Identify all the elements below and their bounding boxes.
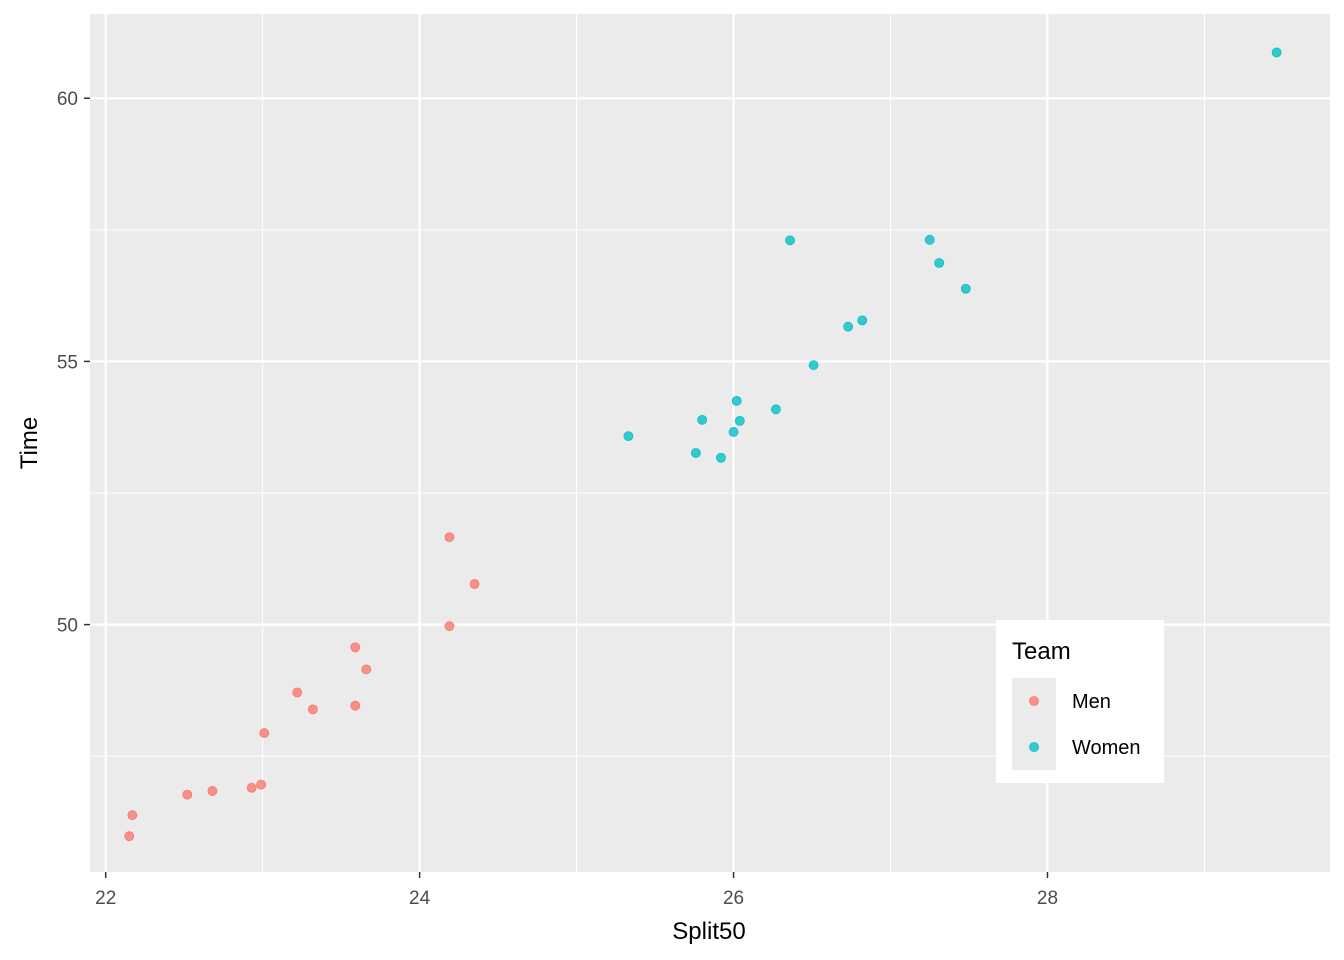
data-point-men (256, 779, 266, 790)
data-point-women (716, 452, 726, 463)
data-point-women (731, 395, 742, 406)
data-point-men (182, 789, 193, 800)
x-tick-label: 28 (1037, 888, 1058, 909)
y-tick-label: 50 (57, 616, 78, 637)
data-point-men (246, 782, 257, 793)
data-point-women (1271, 47, 1282, 58)
y-tick-label: 60 (57, 89, 78, 110)
data-point-women (857, 315, 868, 326)
legend-key-women (1029, 742, 1039, 752)
data-point-men (259, 728, 270, 738)
data-point-women (960, 283, 971, 294)
x-tick-label: 26 (723, 888, 744, 909)
data-point-men (207, 786, 218, 796)
data-point-men (361, 664, 372, 675)
x-axis-title: Split50 (672, 918, 745, 945)
data-point-women (623, 431, 634, 442)
y-tick-label: 55 (57, 352, 78, 373)
data-point-women (934, 258, 945, 268)
data-point-women (924, 234, 935, 245)
legend-key-men (1029, 696, 1039, 706)
data-point-men (307, 704, 318, 715)
data-point-men (124, 831, 135, 842)
data-point-men (444, 621, 455, 632)
data-point-men (469, 579, 480, 589)
data-points (124, 47, 1282, 842)
minor-gridlines (90, 14, 1330, 872)
data-point-women (843, 321, 854, 332)
x-tick-label: 22 (95, 888, 116, 909)
legend-title: Team (1012, 638, 1071, 665)
data-point-men (350, 700, 361, 711)
data-point-men (127, 810, 138, 821)
data-point-women (728, 427, 739, 437)
legend-label-men: Men (1072, 691, 1111, 713)
data-point-women (808, 360, 819, 370)
x-tick-label: 24 (409, 888, 431, 909)
y-axis-title: Time (16, 417, 43, 469)
data-point-women (785, 235, 795, 246)
legend: Team Men Women (996, 620, 1164, 783)
data-point-women (734, 415, 745, 426)
legend-items: Men Women (1012, 678, 1141, 770)
data-point-men (444, 532, 455, 543)
legend-label-women: Women (1072, 737, 1141, 759)
data-point-women (690, 448, 701, 458)
x-axis-ticks: 22 24 26 28 (95, 872, 1058, 909)
data-point-women (697, 414, 708, 425)
data-point-women (771, 404, 781, 415)
y-axis-ticks: 50 55 60 (57, 89, 90, 637)
data-point-men (292, 687, 303, 698)
data-point-men (350, 642, 361, 653)
